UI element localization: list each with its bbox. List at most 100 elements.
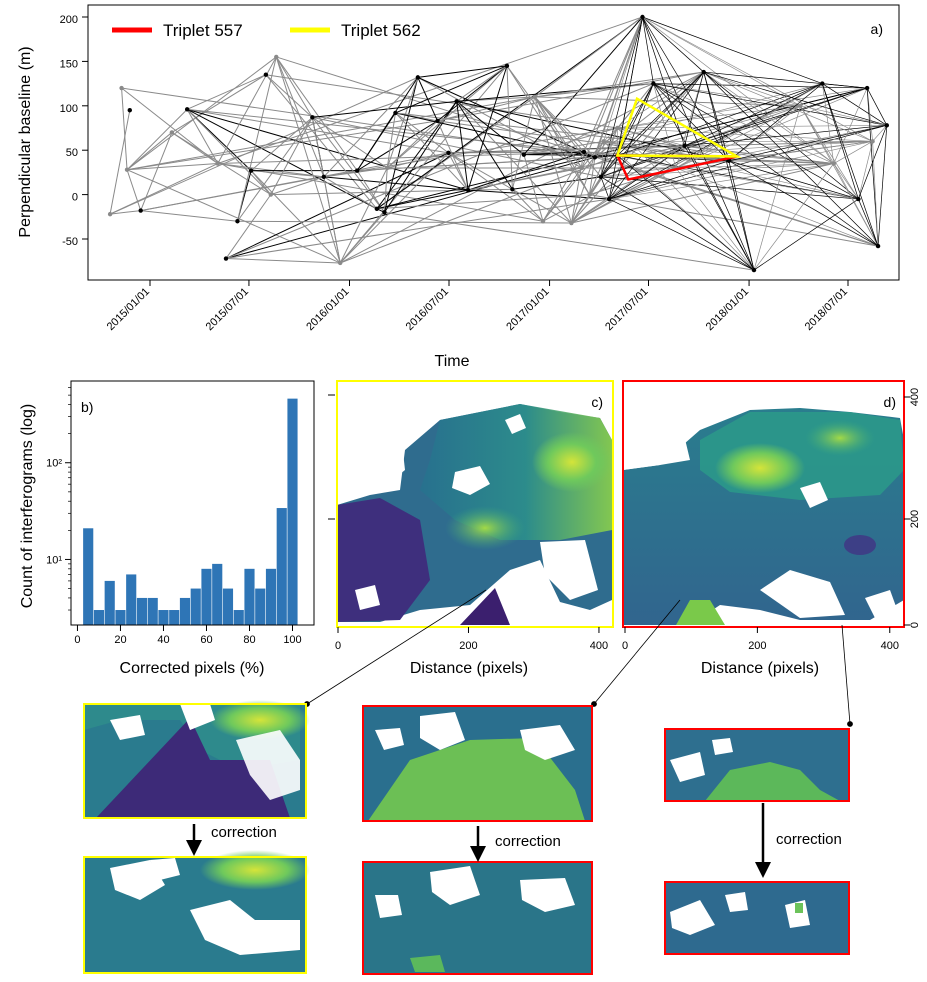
network-link <box>617 71 704 129</box>
panel-d-tag: d) <box>884 394 896 410</box>
map-x-tick-label: 400 <box>881 640 899 652</box>
network-link <box>456 100 525 156</box>
network-point <box>415 75 421 80</box>
network-link <box>265 74 378 210</box>
histogram-ticks: 0 20 40 60 80 100 10² 10¹ <box>46 387 302 646</box>
network-point <box>569 220 574 226</box>
network-point <box>393 110 398 116</box>
network-link <box>512 188 544 222</box>
network-point <box>510 187 515 192</box>
network-link <box>395 112 469 191</box>
network-link <box>456 101 572 224</box>
network-link <box>600 16 643 177</box>
network-link <box>872 141 879 247</box>
network-link <box>237 220 572 224</box>
network-link <box>753 163 835 271</box>
network-link <box>376 194 590 210</box>
histogram-y-tick-label: 10² <box>46 458 62 470</box>
network-link <box>653 83 834 164</box>
network-point <box>127 108 132 113</box>
network-link <box>653 83 801 107</box>
network-point <box>701 69 706 75</box>
panel-b-frame <box>70 380 315 626</box>
network-link <box>571 145 685 224</box>
network-link <box>833 163 859 200</box>
network-point <box>864 85 870 91</box>
y-axis-ticks: 200 150 100 50 0 -50 <box>60 14 88 248</box>
map-x-tick-label: 400 <box>590 640 608 652</box>
network-link <box>386 120 438 169</box>
network-link <box>542 167 583 222</box>
map-d-image <box>623 381 904 627</box>
network-links <box>109 16 888 271</box>
network-link <box>448 152 544 222</box>
network-link <box>468 145 685 191</box>
network-link <box>684 105 801 147</box>
correction-label-1: correction <box>211 824 277 841</box>
map-y-tick-label: 200 <box>909 510 921 528</box>
network-link <box>872 125 888 142</box>
inset-3-before <box>664 728 850 802</box>
network-link <box>250 116 313 172</box>
network-link <box>225 258 341 264</box>
network-link <box>384 211 755 271</box>
network-link <box>583 151 879 247</box>
network-link <box>642 16 755 271</box>
correction-arrow-3 <box>755 803 771 878</box>
network-link <box>187 108 449 154</box>
y-tick-label: -50 <box>62 236 78 248</box>
network-link <box>833 87 868 164</box>
network-link <box>728 160 755 271</box>
histogram-bar <box>158 610 169 625</box>
network-point <box>184 107 190 112</box>
network-link <box>728 83 823 162</box>
network-link <box>437 120 729 162</box>
network-point <box>587 192 592 197</box>
y-tick-label: 0 <box>72 192 78 204</box>
inset-1-frame-after <box>83 856 307 974</box>
network-link <box>653 83 879 247</box>
network-link <box>387 152 449 169</box>
network-point <box>382 210 387 215</box>
network-link <box>703 71 801 107</box>
histogram-bar <box>244 568 255 625</box>
network-link <box>589 194 879 247</box>
network-link <box>684 71 705 146</box>
panel-c-tag: c) <box>591 394 603 410</box>
network-link <box>356 77 419 171</box>
histogram-bar <box>201 568 212 625</box>
correction-arrow-1 <box>186 824 202 856</box>
network-link <box>534 16 643 98</box>
histogram-x-tick-label: 60 <box>200 634 212 646</box>
network-point <box>726 158 732 164</box>
network-link <box>728 160 859 200</box>
network-link <box>126 169 142 211</box>
network-link <box>703 71 887 126</box>
network-link <box>236 56 277 222</box>
network-link <box>110 210 141 215</box>
network-link <box>265 74 618 129</box>
x-tick-label: 2015/07/01 <box>204 286 251 333</box>
network-link <box>653 83 859 200</box>
network-link <box>395 112 449 154</box>
legend-label-triplet-562: Triplet 562 <box>341 21 421 40</box>
network-link <box>275 56 341 264</box>
network-link <box>675 167 879 247</box>
histogram-bar <box>190 588 201 625</box>
inset-3-frame <box>664 728 850 802</box>
network-link <box>608 83 823 200</box>
network-link <box>417 65 507 78</box>
panel-a-tag: a) <box>871 21 883 37</box>
network-point <box>504 63 510 69</box>
inset-2-frame-after <box>362 861 593 975</box>
network-point <box>354 168 360 173</box>
y-tick-label: 150 <box>60 58 78 70</box>
network-link <box>728 160 834 164</box>
inset-2-before <box>362 705 593 822</box>
network-link <box>225 156 596 260</box>
network-point <box>138 208 143 213</box>
network-link <box>728 140 873 162</box>
network-link <box>603 16 643 142</box>
network-link <box>467 65 508 191</box>
